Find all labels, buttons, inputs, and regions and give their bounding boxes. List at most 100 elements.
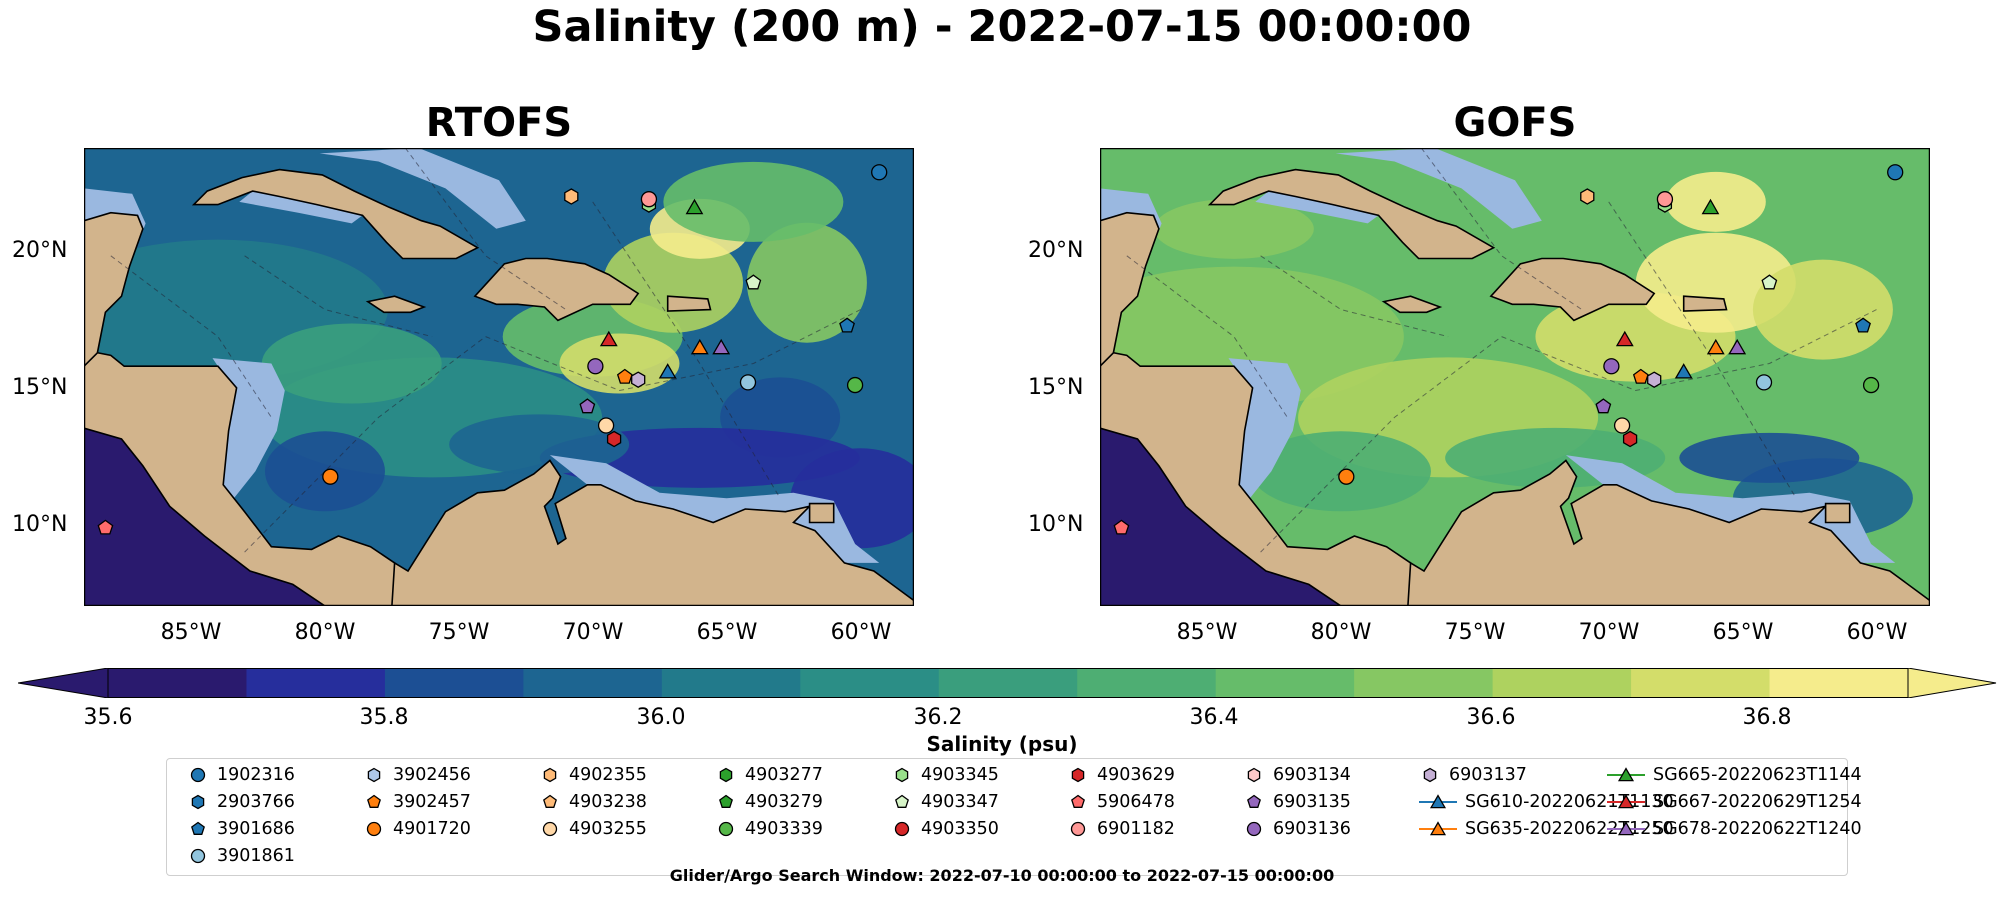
search-window-text: Glider/Argo Search Window: 2022-07-10 00… <box>669 866 1335 885</box>
colorbar-tick-36-0: 36.0 <box>636 705 686 730</box>
salinity-region <box>746 222 867 343</box>
observation-marker <box>871 164 888 181</box>
legend-item: SG678-20220622T1240 <box>1607 819 1862 839</box>
circle-marker-icon <box>1246 821 1262 837</box>
colorbar-tick-36-4: 36.4 <box>1189 705 1239 730</box>
legend-label: 4903255 <box>569 819 647 839</box>
observation-marker <box>1595 398 1612 414</box>
legend-item: 6903137 <box>1419 765 1527 785</box>
colorbar-swatch <box>1077 668 1217 698</box>
map-frame <box>84 148 914 606</box>
triangle-line-marker-icon <box>1607 794 1645 809</box>
legend-item: 1902316 <box>187 765 295 785</box>
legend-item: 2903766 <box>187 792 295 812</box>
colorbar-swatch <box>1215 668 1355 698</box>
hexagon-marker-icon <box>895 767 909 783</box>
legend-item: 4903255 <box>539 819 647 839</box>
colorbar-swatch <box>1492 668 1632 698</box>
legend-marker <box>1071 767 1085 783</box>
pentagon-marker-icon <box>543 794 557 808</box>
lon-label-60w-gofs: 60°W <box>1846 620 1908 645</box>
boundary-line <box>592 201 781 499</box>
pentagon-marker-icon <box>895 794 909 808</box>
legend-label: SG667-20220629T1254 <box>1653 792 1862 812</box>
legend-marker <box>190 767 206 783</box>
legend-marker <box>367 767 381 783</box>
observation-marker <box>1674 363 1693 379</box>
legend-item: 4903238 <box>539 792 647 812</box>
legend-label: 4903629 <box>1097 765 1175 785</box>
observation-marker <box>1613 417 1631 434</box>
land-hispaniola <box>473 257 640 322</box>
observation-marker <box>1580 188 1595 205</box>
legend-label: 4901720 <box>393 819 471 839</box>
legend-marker <box>542 821 558 837</box>
observation-marker <box>97 519 114 535</box>
lon-label-70w-gofs: 70°W <box>1578 620 1640 645</box>
shelf-nicaraguaShelf <box>212 358 285 499</box>
salinity-region <box>663 161 844 242</box>
salinity-region <box>1752 259 1893 360</box>
legend-item: 3902457 <box>363 792 471 812</box>
colorbar-extend-min <box>18 668 109 698</box>
legend-label: 3902456 <box>393 765 471 785</box>
boundary-line <box>110 255 272 418</box>
observation-marker <box>599 330 618 347</box>
hexagon-marker-icon <box>191 794 205 810</box>
shelf-cubaShelfS <box>1255 191 1379 224</box>
legend-label: 5906478 <box>1097 792 1175 812</box>
legend-label: 4903345 <box>921 765 999 785</box>
hexagon-marker-icon <box>1423 767 1437 783</box>
lon-label-85w-gofs: 85°W <box>1176 620 1238 645</box>
shelf-venezuelaShelf <box>549 455 880 563</box>
circle-marker-icon <box>1070 821 1086 837</box>
legend-item: 4901720 <box>363 819 471 839</box>
boundary-line <box>485 309 861 392</box>
land-jamaica <box>365 295 427 314</box>
legend-label: 4903238 <box>569 792 647 812</box>
salinity-region <box>1679 432 1860 483</box>
panel-title-rtofs: RTOFS <box>425 100 573 146</box>
pentagon-marker-icon <box>1247 794 1261 808</box>
lon-label-80w-rtofs: 80°W <box>294 620 356 645</box>
land-centralAmerica <box>84 349 404 606</box>
lon-label-85w-rtofs: 85°W <box>160 620 222 645</box>
observation-marker <box>846 376 864 394</box>
observation-marker <box>597 417 615 434</box>
observation-marker <box>658 363 677 379</box>
pentagon-marker-icon <box>367 794 381 808</box>
land-southAmerica <box>1407 459 1930 606</box>
legend-marker <box>1071 794 1085 808</box>
colorbar-swatch <box>108 668 247 698</box>
colorbar-tick-36-8: 36.8 <box>1742 705 1792 730</box>
legend-label: 4903347 <box>921 792 999 812</box>
observation-marker <box>1113 519 1130 535</box>
colorbar <box>18 668 1997 698</box>
observation-marker <box>322 468 339 485</box>
colorbar-swatch <box>1354 668 1494 698</box>
observation-marker <box>745 274 762 290</box>
legend-marker <box>191 794 205 810</box>
shelf-nicaraguaShelf <box>1228 358 1301 499</box>
legend-item: 4903345 <box>891 765 999 785</box>
observation-marker <box>1632 368 1649 384</box>
lon-label-65w-gofs: 65°W <box>1712 620 1774 645</box>
observation-marker <box>631 371 646 388</box>
pentagon-marker-icon <box>191 821 205 835</box>
legend-label: 4903277 <box>745 765 823 785</box>
legend-item: 3901861 <box>187 846 295 866</box>
lat-label-15n-gofs: 15°N <box>1028 375 1084 400</box>
observation-marker <box>1615 330 1634 347</box>
pacific-ocean <box>84 428 325 606</box>
salinity-region <box>1153 198 1314 259</box>
boundary-line <box>1420 148 1583 311</box>
salinity-region <box>449 414 630 475</box>
circle-marker-icon <box>542 821 558 837</box>
hexagon-marker-icon <box>367 767 381 783</box>
colorbar-swatch <box>800 668 940 698</box>
colorbar-label: Salinity (psu) <box>926 732 1078 756</box>
land-cuba <box>191 168 480 260</box>
observation-marker <box>640 191 658 208</box>
land-puertoRico <box>666 295 712 312</box>
observation-marker <box>1338 468 1355 485</box>
